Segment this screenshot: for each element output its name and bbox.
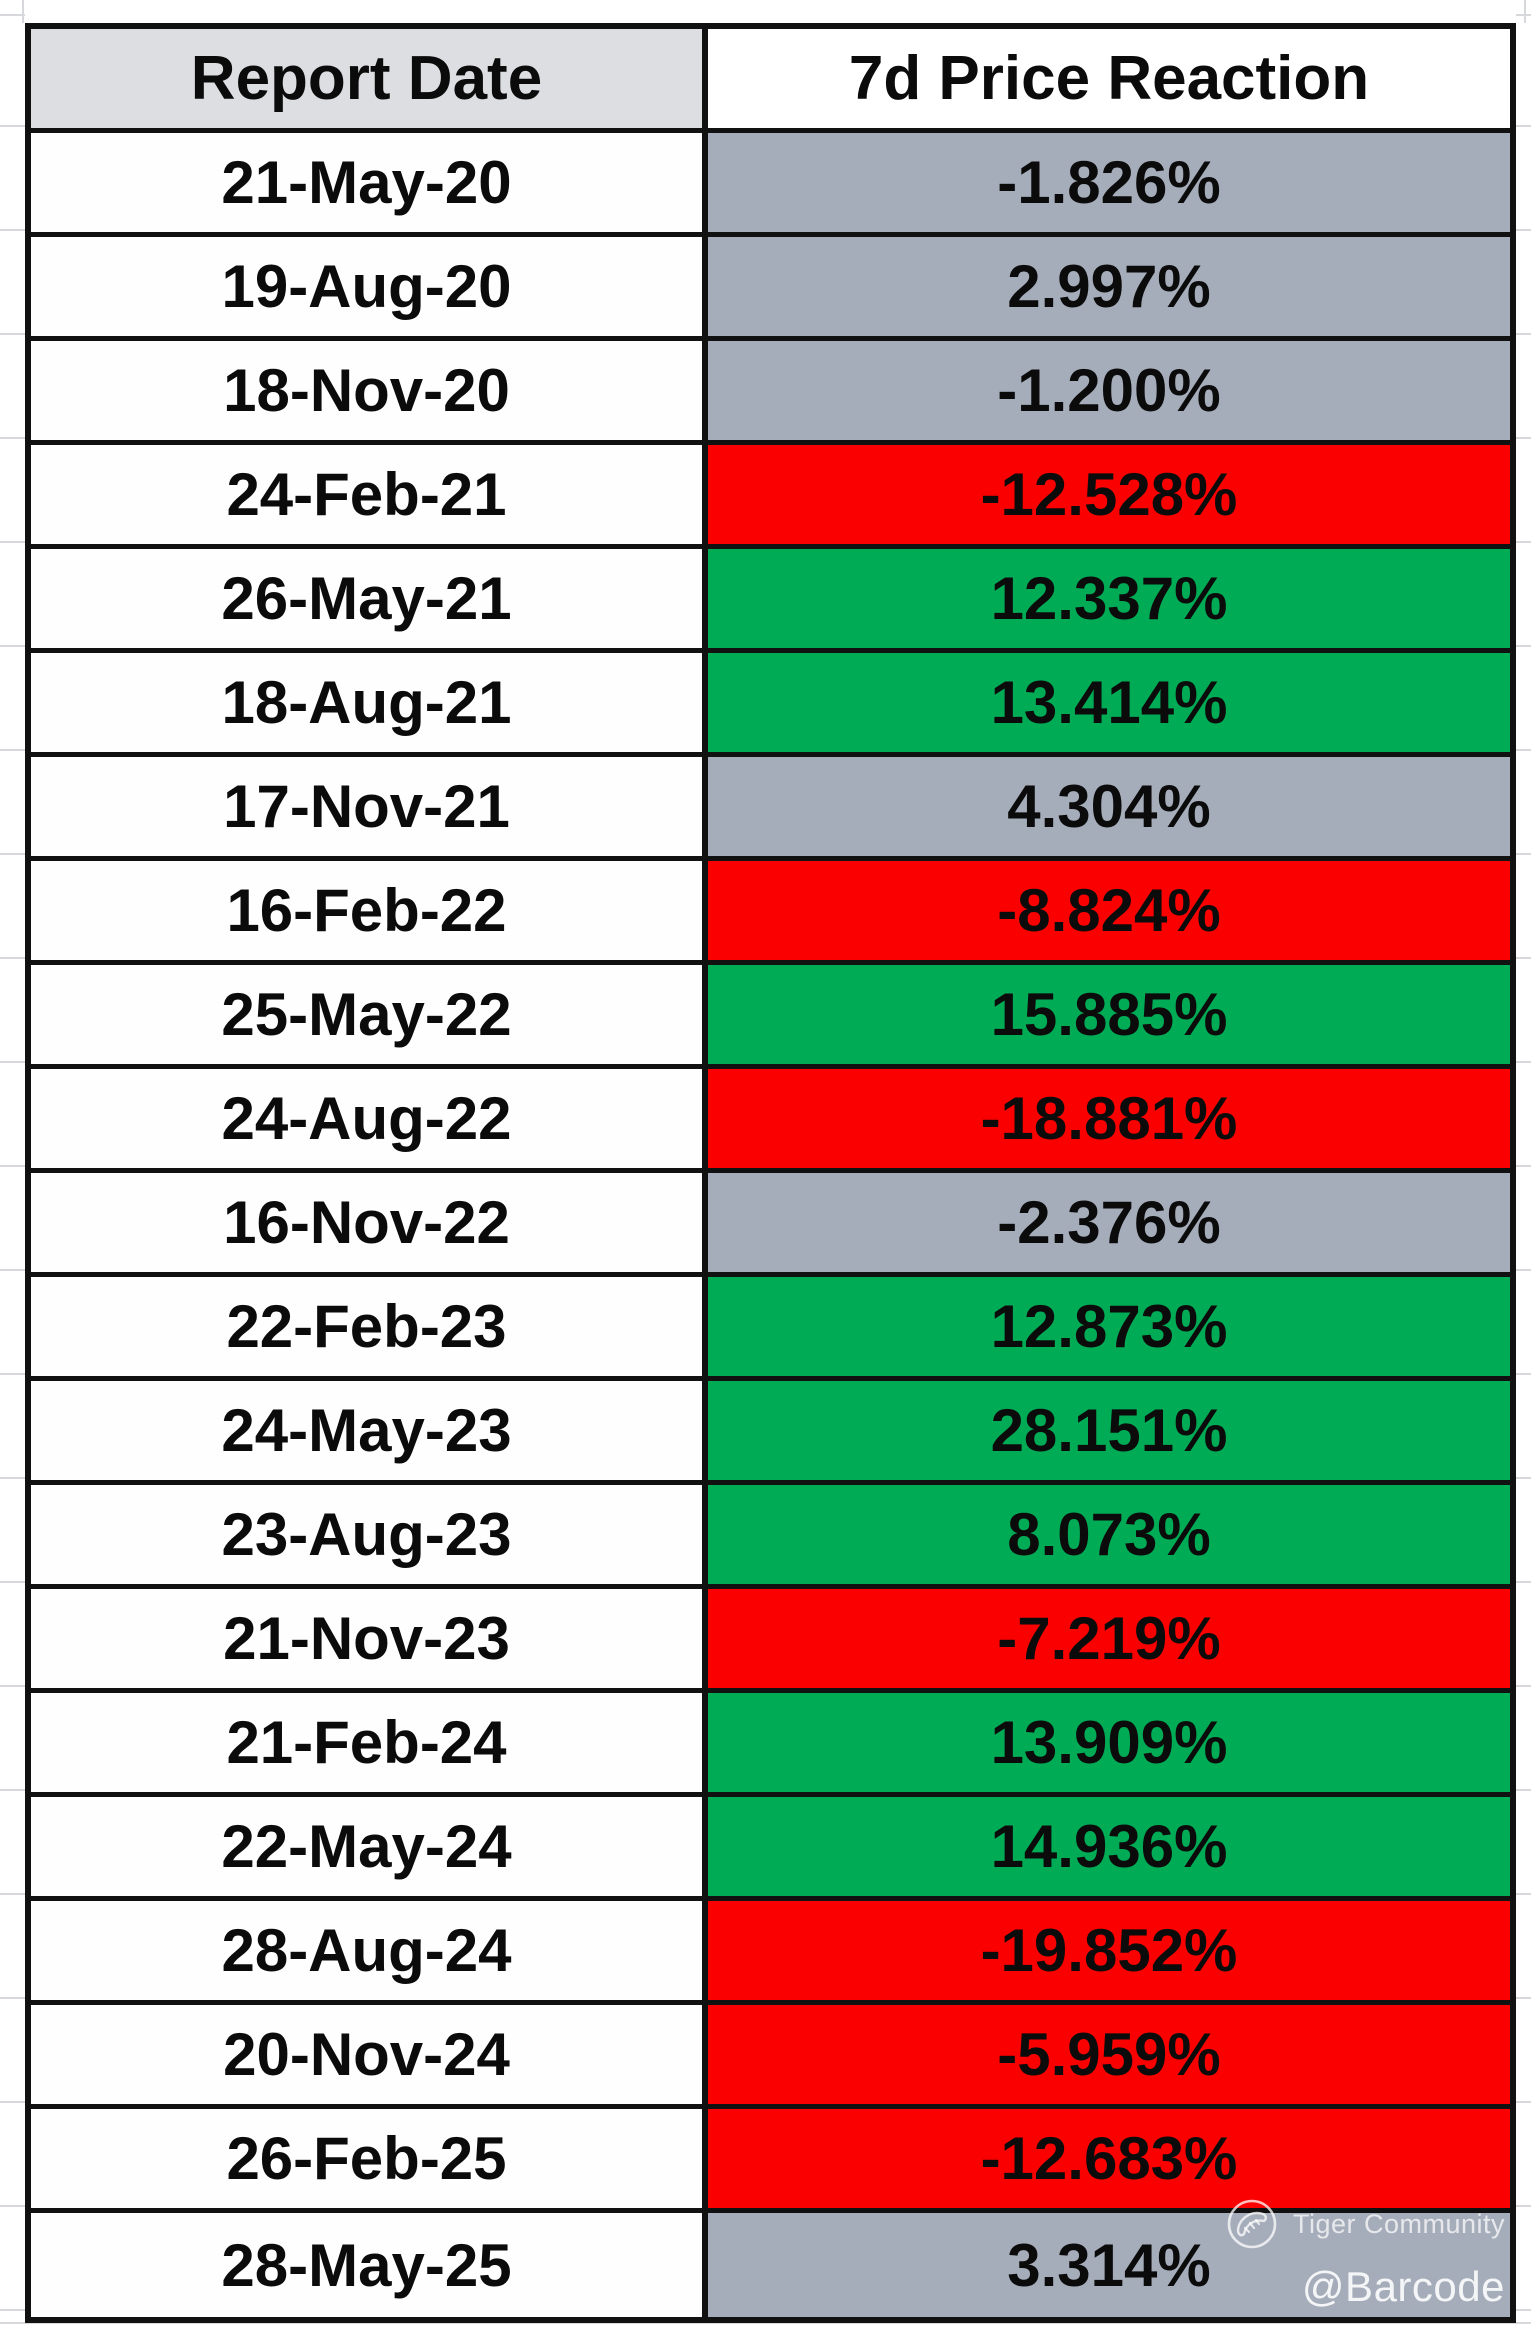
table-row: 26-Feb-25 -12.683% xyxy=(31,2109,1510,2213)
report-date-cell: 17-Nov-21 xyxy=(31,757,708,856)
report-date-cell: 23-Aug-23 xyxy=(31,1485,708,1584)
report-date-cell: 18-Nov-20 xyxy=(31,341,708,440)
report-date-cell: 22-May-24 xyxy=(31,1797,708,1896)
price-reaction-table: Report Date 7d Price Reaction 21-May-20-… xyxy=(25,23,1516,2323)
sheet-gridline xyxy=(1524,0,1526,23)
price-reaction-cell: 4.304% xyxy=(708,757,1510,856)
report-date-cell: 21-Feb-24 xyxy=(31,1693,708,1792)
table-row: 23-Aug-23 8.073% xyxy=(31,1485,1510,1589)
table-row: 17-Nov-21 4.304% xyxy=(31,757,1510,861)
table-row: 22-May-24 14.936% xyxy=(31,1797,1510,1901)
table-row: 18-Aug-21 13.414% xyxy=(31,653,1510,757)
report-date-cell: 24-Feb-21 xyxy=(31,445,708,544)
price-reaction-cell: -1.200% xyxy=(708,341,1510,440)
sheet-gridline-strip-right xyxy=(1516,23,1531,2313)
table-row: 16-Feb-22 -8.824% xyxy=(31,861,1510,965)
report-date-cell: 19-Aug-20 xyxy=(31,237,708,336)
report-date-cell: 24-Aug-22 xyxy=(31,1069,708,1168)
table-row: 24-Feb-21 -12.528% xyxy=(31,445,1510,549)
price-reaction-cell: -5.959% xyxy=(708,2005,1510,2104)
report-date-cell: 20-Nov-24 xyxy=(31,2005,708,2104)
report-date-cell: 22-Feb-23 xyxy=(31,1277,708,1376)
price-reaction-cell: -12.683% xyxy=(708,2109,1510,2208)
price-reaction-cell: -2.376% xyxy=(708,1173,1510,1272)
table-row: 25-May-22 15.885% xyxy=(31,965,1510,1069)
table-header-row: Report Date 7d Price Reaction xyxy=(31,29,1510,133)
table-row: 28-May-25 3.314% xyxy=(31,2213,1510,2317)
table-row: 20-Nov-24 -5.959% xyxy=(31,2005,1510,2109)
report-date-cell: 26-May-21 xyxy=(31,549,708,648)
price-reaction-cell: 12.873% xyxy=(708,1277,1510,1376)
price-reaction-cell: 12.337% xyxy=(708,549,1510,648)
price-reaction-cell: -18.881% xyxy=(708,1069,1510,1168)
table-row: 21-Nov-23 -7.219% xyxy=(31,1589,1510,1693)
price-reaction-cell: 28.151% xyxy=(708,1381,1510,1480)
price-reaction-cell: 14.936% xyxy=(708,1797,1510,1896)
report-date-cell: 21-May-20 xyxy=(31,133,708,232)
price-reaction-cell: -7.219% xyxy=(708,1589,1510,1688)
table-row: 28-Aug-24 -19.852% xyxy=(31,1901,1510,2005)
table-row: 18-Nov-20 -1.200% xyxy=(31,341,1510,445)
report-date-cell: 28-Aug-24 xyxy=(31,1901,708,2000)
table-row: 24-May-23 28.151% xyxy=(31,1381,1510,1485)
report-date-cell: 25-May-22 xyxy=(31,965,708,1064)
report-date-cell: 16-Nov-22 xyxy=(31,1173,708,1272)
price-reaction-cell: 15.885% xyxy=(708,965,1510,1064)
price-reaction-cell: 13.414% xyxy=(708,653,1510,752)
sheet-gridline xyxy=(0,2322,1531,2324)
table-row: 22-Feb-23 12.873% xyxy=(31,1277,1510,1381)
table-row: 19-Aug-20 2.997% xyxy=(31,237,1510,341)
table-row: 16-Nov-22 -2.376% xyxy=(31,1173,1510,1277)
sheet-gridline xyxy=(1516,14,1531,16)
report-date-cell: 28-May-25 xyxy=(31,2213,708,2317)
price-reaction-cell: -12.528% xyxy=(708,445,1510,544)
price-reaction-cell: 2.997% xyxy=(708,237,1510,336)
table-row: 21-May-20 -1.826% xyxy=(31,133,1510,237)
report-date-cell: 18-Aug-21 xyxy=(31,653,708,752)
table-row: 26-May-21 12.337% xyxy=(31,549,1510,653)
price-reaction-cell: 3.314% xyxy=(708,2213,1510,2317)
report-date-column-header: Report Date xyxy=(31,29,708,128)
sheet-gridline xyxy=(22,0,24,23)
table-row: 21-Feb-24 13.909% xyxy=(31,1693,1510,1797)
price-reaction-column-header: 7d Price Reaction xyxy=(708,29,1510,128)
sheet-gridline xyxy=(0,14,25,16)
report-date-cell: 21-Nov-23 xyxy=(31,1589,708,1688)
report-date-cell: 16-Feb-22 xyxy=(31,861,708,960)
report-date-cell: 26-Feb-25 xyxy=(31,2109,708,2208)
price-reaction-cell: -1.826% xyxy=(708,133,1510,232)
sheet-gridline-strip-left xyxy=(0,23,25,2313)
table-row: 24-Aug-22 -18.881% xyxy=(31,1069,1510,1173)
report-date-cell: 24-May-23 xyxy=(31,1381,708,1480)
price-reaction-cell: -8.824% xyxy=(708,861,1510,960)
price-reaction-cell: 13.909% xyxy=(708,1693,1510,1792)
price-reaction-cell: 8.073% xyxy=(708,1485,1510,1584)
price-reaction-cell: -19.852% xyxy=(708,1901,1510,2000)
